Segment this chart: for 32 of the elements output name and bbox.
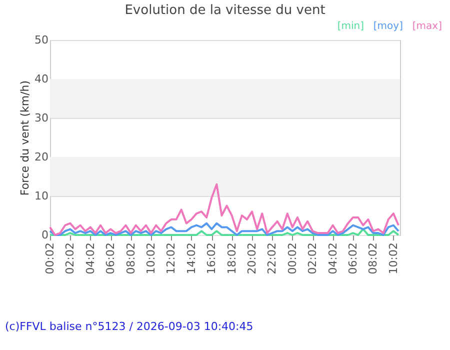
y-tick-label: 20 <box>34 150 48 164</box>
x-tick-label: 04:02 <box>326 242 340 274</box>
x-tick-label: 20:02 <box>246 242 259 274</box>
y-tick-label: 0 <box>42 228 48 242</box>
x-tick-label: 06:02 <box>346 242 360 274</box>
x-tick-label: 10:02 <box>144 242 158 274</box>
x-tick-label: 02:02 <box>64 242 77 274</box>
y-tick-label: 40 <box>34 72 48 86</box>
x-tick-label: 12:02 <box>164 242 178 274</box>
y-tick-label: 30 <box>34 112 48 124</box>
x-tick-label: 02:02 <box>306 242 320 274</box>
x-tick-label: 22:02 <box>266 242 279 274</box>
x-tick-label: 00:02 <box>44 242 56 274</box>
line-series <box>49 183 400 236</box>
text: [moy] <box>373 21 404 32</box>
y-tick-label: 10 <box>34 190 48 202</box>
y-axis-title: Force du vent (km/h) <box>18 80 32 196</box>
y-tick-label: 50 <box>34 34 48 46</box>
x-tick-label: 18:02 <box>225 242 238 274</box>
x-tick-label: 14:02 <box>184 242 198 274</box>
x-tick-label: 00:02 <box>286 242 299 274</box>
x-tick-label: 16:02 <box>205 242 218 274</box>
text: [max] <box>412 21 442 32</box>
text: (c)FFVL balise n°5123 / 2026-09-03 10:40:45 <box>5 320 254 333</box>
x-tick-label: 06:02 <box>104 242 118 274</box>
x-tick-label: 08:02 <box>124 242 138 274</box>
x-tick-label: 04:02 <box>84 242 97 274</box>
x-tick-label: 10:02 <box>386 242 400 274</box>
line-series <box>49 222 400 236</box>
text: [min] <box>337 21 364 32</box>
chart-title: Evolution de la vitesse du vent <box>124 3 326 18</box>
x-tick-label: 08:02 <box>366 242 380 274</box>
